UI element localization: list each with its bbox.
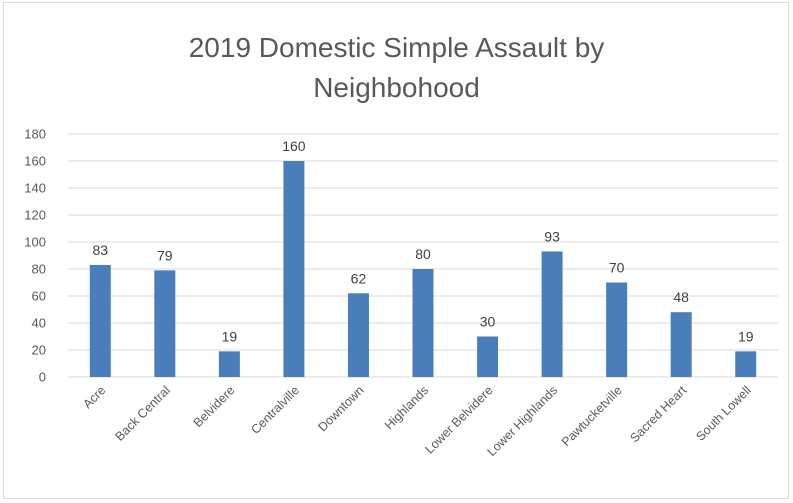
y-tick-label: 180 (24, 127, 46, 142)
category-label: Sacred Heart (627, 383, 689, 445)
category-label: Downtown (315, 383, 366, 434)
data-label: 48 (673, 289, 689, 305)
bar (670, 312, 692, 377)
category-label: South Lowell (693, 383, 754, 444)
category-label: Centralville (248, 383, 302, 437)
x-axis-category-labels: Acre Back Central Belvidere Centralville Dow… (80, 383, 754, 459)
bar (412, 269, 434, 377)
y-tick-label: 80 (32, 262, 46, 277)
y-axis-ticks: 0 20 40 60 80 100 120 140 160 180 (24, 127, 46, 385)
chart-title-line-2: Neighbohood (313, 72, 480, 103)
chart-frame (3, 2, 789, 499)
data-label: 70 (609, 260, 625, 276)
bar (218, 351, 240, 377)
bar (606, 282, 628, 377)
data-labels: 83 79 19 160 62 80 30 93 70 48 19 (92, 138, 753, 344)
chart-title: 2019 Domestic Simple Assault by Neighboh… (0, 28, 793, 108)
data-label: 30 (480, 314, 496, 330)
data-label: 19 (222, 328, 238, 344)
data-label: 80 (415, 246, 431, 262)
y-tick-label: 120 (24, 208, 46, 223)
bar (154, 270, 176, 377)
y-tick-label: 160 (24, 154, 46, 169)
bars (89, 161, 757, 377)
data-label: 62 (351, 270, 367, 286)
category-label: Lower Highlands (484, 383, 560, 459)
data-label: 93 (544, 228, 560, 244)
data-label: 19 (738, 328, 754, 344)
category-label: Highlands (382, 383, 431, 432)
bar (283, 161, 305, 377)
data-label: 79 (157, 247, 173, 263)
category-label: Acre (80, 383, 108, 411)
category-label: Lower Belvidere (422, 383, 495, 456)
bar (347, 293, 369, 377)
y-tick-label: 60 (32, 289, 46, 304)
data-label: 160 (282, 138, 306, 154)
y-tick-label: 40 (32, 316, 46, 331)
bar (89, 264, 111, 377)
data-label: 83 (92, 242, 108, 258)
bar (735, 351, 757, 377)
bar (541, 251, 563, 377)
chart-title-line-1: 2019 Domestic Simple Assault by (188, 32, 605, 63)
y-tick-label: 140 (24, 181, 46, 196)
y-tick-label: 100 (24, 235, 46, 250)
category-label: Back Central (112, 383, 173, 444)
category-label: Pawtucketville (559, 383, 625, 449)
bar (477, 336, 499, 377)
y-tick-label: 20 (32, 343, 46, 358)
category-label: Belvidere (191, 383, 238, 430)
y-tick-label: 0 (39, 370, 46, 385)
